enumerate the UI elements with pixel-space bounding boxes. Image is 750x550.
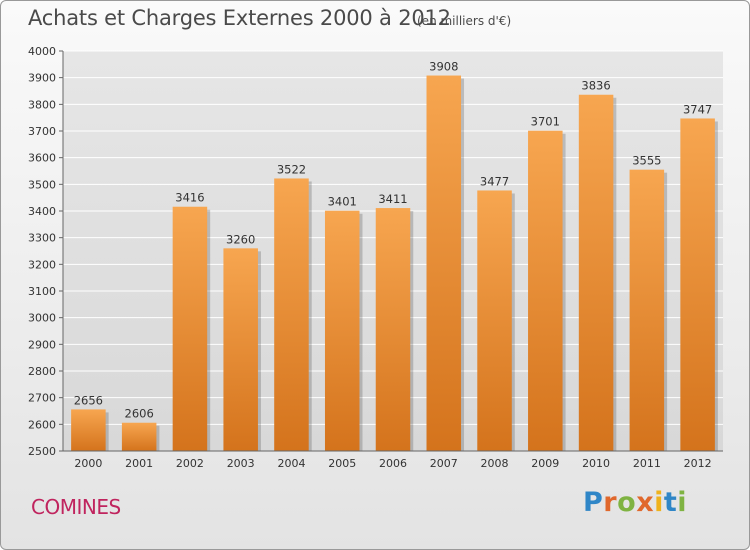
data-label: 3416: [175, 191, 204, 205]
bar-2000: [71, 409, 106, 451]
x-tick-label: 2008: [481, 457, 509, 470]
x-axis: 2000 2001 2002 2003 2004 2005 2006 2007 2008 2009…: [63, 450, 723, 470]
x-tick-label: 2009: [531, 457, 559, 470]
y-tick-label: 3000: [28, 312, 56, 325]
logo-letter: i: [677, 487, 688, 518]
bar-2006: [375, 208, 411, 451]
chart-subtitle: (en milliers d'€): [417, 14, 512, 28]
x-tick-label: 2003: [227, 457, 255, 470]
commune-name: COMINES: [31, 495, 121, 519]
y-tick-label: 3900: [28, 72, 56, 85]
data-label: 3477: [480, 174, 509, 188]
y-tick-label: 3400: [28, 205, 56, 218]
y-tick-label: 2500: [28, 445, 56, 458]
x-tick-label: 2010: [582, 457, 610, 470]
y-tick-label: 4000: [28, 45, 56, 58]
data-label: 2606: [125, 407, 154, 421]
data-label: 2656: [74, 393, 103, 407]
data-label: 3555: [632, 154, 661, 168]
y-tick-label: 3600: [28, 152, 56, 165]
x-tick-label: 2004: [277, 457, 305, 470]
x-tick-label: 2007: [430, 457, 458, 470]
y-axis: 2500 2600 2700 2800 2900 3000 3100 3200 3300 3400…: [28, 45, 64, 458]
logo-letter: t: [663, 487, 678, 518]
bar-2003: [223, 248, 258, 451]
bar-2012: [680, 118, 715, 451]
bar-2011: [629, 169, 665, 451]
data-label: 3401: [328, 195, 357, 209]
bar-2009: [528, 130, 563, 451]
data-label: 3701: [531, 115, 560, 129]
bar-2002: [172, 206, 208, 451]
x-tick-label: 2000: [74, 457, 102, 470]
logo-letter: x: [636, 487, 655, 518]
proxiti-logo: Proxiti: [583, 487, 687, 518]
logo-letter: i: [654, 487, 664, 518]
y-tick-label: 3100: [28, 285, 56, 298]
logo-letter: P: [583, 487, 604, 518]
x-tick-label: 2006: [379, 457, 407, 470]
y-tick-label: 2600: [28, 418, 56, 431]
chart-title: Achats et Charges Externes 2000 à 2012: [28, 6, 451, 30]
data-label: 3522: [277, 162, 306, 176]
bar-2005: [324, 210, 360, 451]
x-tick-label: 2012: [684, 457, 712, 470]
x-tick-label: 2011: [633, 457, 661, 470]
bar-2007: [426, 75, 462, 452]
data-label: 3260: [226, 232, 255, 246]
data-label: 3747: [683, 102, 712, 116]
x-tick-label: 2005: [328, 457, 356, 470]
y-tick-label: 2900: [28, 338, 56, 351]
data-labels: 2656 2606 3416 3260 3522 3401 3411 3908 3477 3701…: [74, 60, 713, 421]
y-tick-label: 2800: [28, 365, 56, 378]
y-tick-label: 2700: [28, 392, 56, 405]
x-tick-label: 2002: [176, 457, 204, 470]
bar-2010: [578, 94, 614, 451]
data-label: 3836: [581, 79, 610, 93]
y-tick-label: 3700: [28, 125, 56, 138]
bar-2008: [477, 190, 512, 451]
bars: [71, 75, 718, 452]
data-label: 3908: [429, 60, 458, 74]
bar-2004: [274, 178, 309, 451]
data-label: 3411: [378, 192, 407, 206]
x-tick-label: 2001: [125, 457, 153, 470]
y-tick-label: 3500: [28, 178, 56, 191]
bar-2001: [121, 422, 157, 451]
logo-letter: o: [617, 487, 637, 518]
logo-letter: r: [603, 487, 618, 518]
y-tick-label: 3200: [28, 258, 56, 271]
y-tick-label: 3300: [28, 232, 56, 245]
y-tick-label: 3800: [28, 98, 56, 111]
